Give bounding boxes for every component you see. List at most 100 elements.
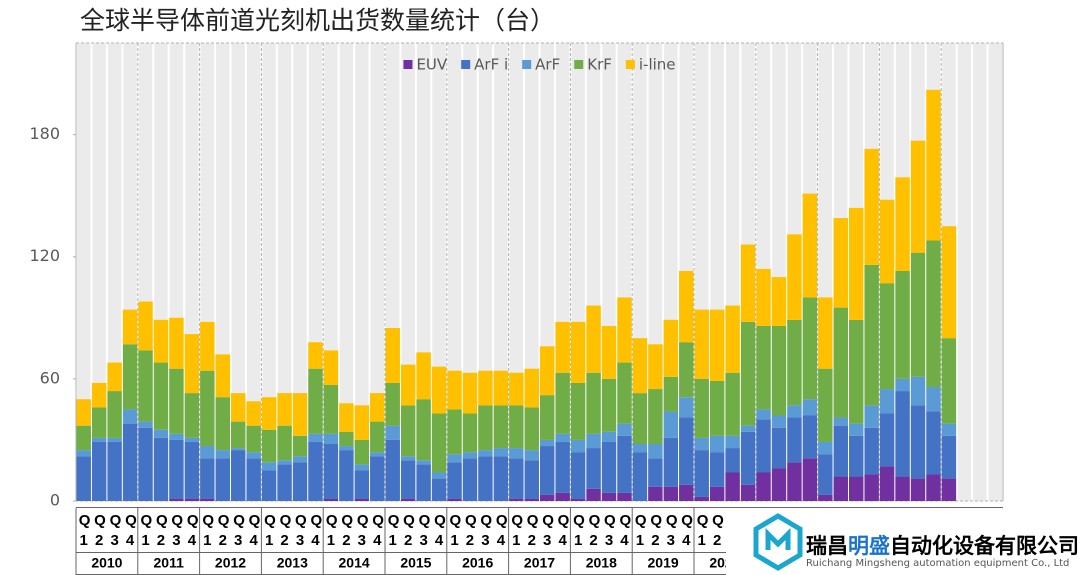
bar-segment bbox=[462, 452, 478, 459]
bar-segment bbox=[277, 393, 292, 426]
bar-segment bbox=[555, 372, 570, 434]
year-label: 2017 bbox=[524, 555, 555, 571]
bar-segment bbox=[200, 446, 215, 459]
bar-segment bbox=[679, 342, 694, 398]
bar-segment bbox=[261, 462, 277, 471]
bar-segment bbox=[447, 498, 462, 501]
bar-segment bbox=[895, 391, 910, 477]
bar-segment bbox=[447, 462, 462, 499]
bar-segment bbox=[184, 334, 200, 394]
bar-segment bbox=[169, 368, 184, 434]
bar-segment bbox=[756, 268, 771, 326]
bar-segment bbox=[663, 486, 679, 501]
bar-segment bbox=[709, 435, 725, 453]
bar-segment bbox=[679, 417, 694, 485]
bar-segment bbox=[107, 437, 122, 442]
column-band bbox=[973, 43, 987, 501]
bar-segment bbox=[725, 372, 740, 436]
bar-segment bbox=[833, 417, 848, 426]
bar-segment bbox=[462, 413, 478, 453]
bar-segment bbox=[354, 405, 370, 440]
bar-segment bbox=[910, 140, 926, 253]
legend-swatch bbox=[574, 60, 584, 69]
bar-segment bbox=[725, 435, 740, 449]
column-band bbox=[293, 43, 307, 501]
column-band bbox=[77, 43, 91, 501]
x-tick-label: Q1 bbox=[264, 512, 276, 549]
bar-segment bbox=[586, 488, 601, 501]
watermark-logo bbox=[753, 513, 803, 571]
bar-segment bbox=[910, 252, 926, 377]
bar-segment bbox=[107, 441, 122, 501]
x-tick-label: Q3 bbox=[295, 512, 307, 549]
bar-segment bbox=[787, 319, 802, 406]
watermark: 瑞昌明盛自动化设备有限公司 Ruichang Mingsheng automat… bbox=[726, 508, 1080, 575]
bar-segment bbox=[679, 397, 694, 418]
bar-segment bbox=[926, 387, 941, 412]
chart-title: 全球半导体前道光刻机出货数量统计（台） bbox=[80, 6, 555, 35]
bar-segment bbox=[524, 498, 539, 501]
year-label: 2019 bbox=[648, 555, 679, 571]
x-tick-label: Q1 bbox=[202, 512, 214, 549]
bar-segment bbox=[818, 297, 833, 369]
bar-segment bbox=[246, 401, 261, 426]
bar-segment bbox=[663, 319, 679, 377]
bar-segment bbox=[246, 425, 261, 453]
bar-segment bbox=[879, 199, 895, 284]
bar-segment bbox=[694, 450, 709, 497]
bar-segment bbox=[91, 382, 107, 408]
bar-segment bbox=[493, 370, 509, 406]
bar-segment bbox=[509, 458, 524, 499]
bar-segment bbox=[91, 437, 107, 442]
bar-segment bbox=[709, 380, 725, 436]
bar-segment bbox=[694, 378, 709, 438]
bar-segment bbox=[323, 498, 339, 501]
bar-segment bbox=[370, 452, 385, 457]
bar-segment bbox=[354, 498, 370, 501]
bar-segment bbox=[818, 454, 833, 495]
bar-segment bbox=[91, 441, 107, 501]
bar-segment bbox=[833, 476, 848, 501]
bar-segment bbox=[879, 413, 895, 467]
bar-segment bbox=[601, 378, 617, 432]
bar-segment bbox=[879, 389, 895, 414]
x-tick-label: Q1 bbox=[387, 512, 400, 549]
bar-segment bbox=[771, 415, 787, 428]
bar-segment bbox=[215, 450, 230, 459]
bar-segment bbox=[292, 456, 308, 463]
bar-segment bbox=[740, 431, 756, 485]
bar-segment bbox=[107, 362, 122, 392]
x-tick-label: Q4 bbox=[310, 512, 323, 549]
bar-segment bbox=[524, 407, 539, 451]
bar-segment bbox=[308, 441, 323, 501]
bar-segment bbox=[740, 425, 756, 432]
bar-segment bbox=[648, 344, 663, 390]
bar-segment bbox=[200, 498, 215, 501]
watermark-subtitle: Ruichang Mingsheng automation equipment … bbox=[806, 558, 1070, 569]
bar-segment bbox=[756, 472, 771, 501]
bar-segment bbox=[570, 452, 586, 499]
bar-segment bbox=[833, 307, 848, 418]
bar-segment bbox=[339, 450, 354, 501]
bar-segment bbox=[663, 437, 679, 487]
bar-segment bbox=[215, 458, 230, 501]
x-tick-label: Q3 bbox=[604, 512, 616, 549]
bar-segment bbox=[200, 321, 215, 371]
watermark-name: 瑞昌明盛自动化设备有限公司 bbox=[806, 530, 1079, 560]
bar-segment bbox=[802, 399, 818, 416]
bar-segment bbox=[879, 466, 895, 501]
bar-segment bbox=[648, 458, 663, 487]
bar-segment bbox=[122, 309, 138, 345]
bar-segment bbox=[725, 472, 740, 501]
bar-segment bbox=[679, 270, 694, 343]
bar-segment bbox=[895, 378, 910, 392]
bar-segment bbox=[122, 409, 138, 424]
bar-segment bbox=[895, 177, 910, 271]
bar-segment bbox=[354, 470, 370, 499]
bar-segment bbox=[632, 338, 648, 394]
bar-segment bbox=[138, 301, 153, 351]
bar-segment bbox=[447, 454, 462, 463]
bar-segment bbox=[601, 492, 617, 501]
x-tick-label: Q3 bbox=[171, 512, 184, 549]
